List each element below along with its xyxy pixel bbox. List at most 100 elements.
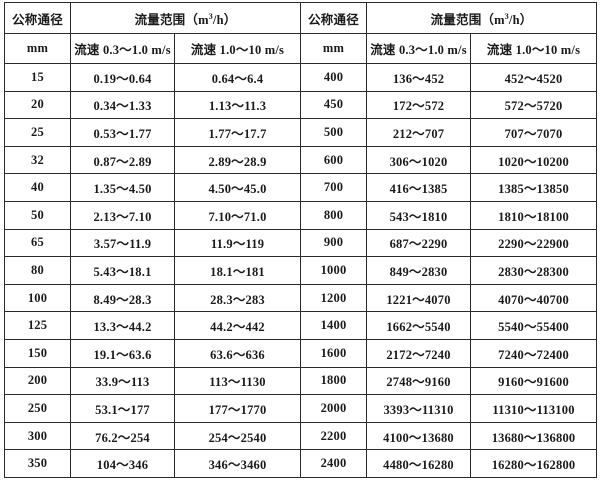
table-row: 200 33.9～113 113～1130 1800 2748～9160 9160～916… bbox=[4, 366, 598, 396]
table-row: 150 19.1～63.6 63.6～636 1600 2172～7240 7240～72… bbox=[4, 338, 598, 368]
cell-flow-high: 4070～40700 bbox=[470, 283, 598, 313]
cell-flow-high: 18.1～181 bbox=[173, 256, 302, 285]
table-header-row-primary: 公称通径 流量范围（m3/h） 公称通径 流量范围（m3/h） bbox=[4, 2, 598, 34]
cell-flow-high: 13680～136800 bbox=[470, 421, 598, 451]
table-header-row-secondary: mm 流速 0.3～1.0 m/s 流速 1.0～10 m/s mm 流速 0.3～1.… bbox=[4, 33, 598, 64]
cell-flow-low: 104～346 bbox=[70, 449, 175, 478]
cell-flow-low: 1662～5540 bbox=[366, 311, 472, 340]
cell-nominal-diameter: 150 bbox=[4, 338, 71, 368]
cell-flow-high: 452～4520 bbox=[470, 63, 598, 92]
table-row: 80 5.43～18.1 18.1～181 1000 849～2830 2830～2830… bbox=[4, 256, 598, 285]
cell-flow-low: 0.19～0.64 bbox=[70, 63, 175, 92]
header-flow-range-right: 流量范围（m3/h） bbox=[366, 2, 598, 34]
cell-flow-high: 2290～22900 bbox=[470, 228, 598, 258]
table-row: 32 0.87～2.89 2.89～28.9 600 306～1020 1020～1020… bbox=[4, 145, 598, 175]
table-row: 125 13.3～44.2 44.2～442 1400 1662～5540 5540～55… bbox=[4, 311, 598, 340]
header-velocity-low-left: 流速 0.3～1.0 m/s bbox=[70, 33, 175, 64]
cell-flow-low: 19.1～63.6 bbox=[70, 338, 175, 368]
cell-nominal-diameter: 900 bbox=[300, 228, 368, 258]
cell-flow-low: 13.3～44.2 bbox=[70, 311, 175, 340]
table-row: 25 0.53～1.77 1.77～17.7 500 212～707 707～7070 bbox=[4, 118, 598, 147]
cell-nominal-diameter: 2000 bbox=[300, 394, 368, 423]
header-flow-range-right-text: 流量范围（m3/h） bbox=[430, 11, 533, 27]
cell-flow-high: 254～2540 bbox=[173, 421, 302, 451]
cell-flow-high: 1385～13850 bbox=[470, 173, 598, 202]
header-flow-range-left-text: 流量范围（m3/h） bbox=[134, 11, 237, 27]
cell-flow-high: 1.77～17.7 bbox=[173, 118, 302, 147]
cell-flow-high: 1020～10200 bbox=[470, 145, 598, 175]
cell-nominal-diameter: 15 bbox=[4, 63, 71, 92]
flow-rate-table: 公称通径 流量范围（m3/h） 公称通径 流量范围（m3/h） mm 流速 0.3～1.0… bbox=[4, 2, 598, 478]
header-velocity-high-left: 流速 1.0～10 m/s bbox=[173, 33, 302, 64]
cell-nominal-diameter: 2200 bbox=[300, 421, 368, 451]
header-flow-range-left: 流量范围（m3/h） bbox=[69, 2, 302, 34]
cubic-superscript: 3 bbox=[208, 11, 213, 21]
header-nominal-diameter-left: 公称通径 bbox=[4, 2, 71, 34]
cell-nominal-diameter: 800 bbox=[300, 200, 368, 230]
cell-flow-low: 8.49～28.3 bbox=[70, 283, 175, 313]
cell-flow-high: 1810～18100 bbox=[470, 200, 598, 230]
cell-flow-high: 16280～162800 bbox=[470, 449, 598, 478]
cell-nominal-diameter: 300 bbox=[4, 421, 71, 451]
cell-nominal-diameter: 50 bbox=[4, 200, 71, 230]
cell-flow-high: 346～3460 bbox=[173, 449, 302, 478]
cell-flow-low: 136～452 bbox=[366, 63, 472, 92]
cell-nominal-diameter: 125 bbox=[4, 311, 71, 340]
cell-nominal-diameter: 1000 bbox=[300, 256, 368, 285]
cell-flow-low: 33.9～113 bbox=[70, 366, 175, 396]
cell-nominal-diameter: 250 bbox=[4, 394, 71, 423]
cell-flow-low: 2.13～7.10 bbox=[70, 200, 175, 230]
cell-flow-high: 9160～91600 bbox=[470, 366, 598, 396]
cell-flow-high: 44.2～442 bbox=[173, 311, 302, 340]
cell-flow-low: 4100～13680 bbox=[366, 421, 472, 451]
cell-flow-low: 0.53～1.77 bbox=[70, 118, 175, 147]
cell-nominal-diameter: 700 bbox=[300, 173, 368, 202]
cell-flow-low: 416～1385 bbox=[366, 173, 472, 202]
cell-nominal-diameter: 20 bbox=[4, 90, 71, 120]
cell-flow-low: 5.43～18.1 bbox=[70, 256, 175, 285]
cubic-superscript: 3 bbox=[504, 11, 509, 21]
cell-nominal-diameter: 32 bbox=[4, 145, 71, 175]
cell-nominal-diameter: 2400 bbox=[300, 449, 368, 478]
cell-flow-high: 707～7070 bbox=[470, 118, 598, 147]
cell-flow-low: 2748～9160 bbox=[366, 366, 472, 396]
cell-flow-low: 849～2830 bbox=[366, 256, 472, 285]
table-row: 65 3.57～11.9 11.9～119 900 687～2290 2290～22900 bbox=[4, 228, 598, 258]
header-nominal-diameter-right: 公称通径 bbox=[300, 2, 368, 34]
cell-flow-low: 543～1810 bbox=[366, 200, 472, 230]
cell-flow-low: 172～572 bbox=[366, 90, 472, 120]
cell-nominal-diameter: 40 bbox=[4, 173, 71, 202]
cell-nominal-diameter: 100 bbox=[4, 283, 71, 313]
cell-flow-low: 3.57～11.9 bbox=[70, 228, 175, 258]
header-velocity-high-right: 流速 1.0～10 m/s bbox=[470, 33, 598, 64]
cell-nominal-diameter: 1400 bbox=[300, 311, 368, 340]
cell-flow-high: 7.10～71.0 bbox=[173, 200, 302, 230]
cell-flow-low: 306～1020 bbox=[366, 145, 472, 175]
cell-nominal-diameter: 500 bbox=[300, 118, 368, 147]
cell-flow-low: 4480～16280 bbox=[366, 449, 472, 478]
header-unit-mm-right: mm bbox=[300, 33, 368, 64]
cell-flow-high: 113～1130 bbox=[173, 366, 302, 396]
cell-flow-high: 177～1770 bbox=[173, 394, 302, 423]
cell-nominal-diameter: 25 bbox=[4, 118, 71, 147]
cell-flow-low: 2172～7240 bbox=[366, 338, 472, 368]
cell-flow-low: 687～2290 bbox=[366, 228, 472, 258]
cell-nominal-diameter: 450 bbox=[300, 90, 368, 120]
cell-flow-high: 11.9～119 bbox=[173, 228, 302, 258]
cell-nominal-diameter: 350 bbox=[4, 449, 71, 478]
table-row: 250 53.1～177 177～1770 2000 3393～11310 11310～1… bbox=[4, 394, 598, 423]
cell-flow-high: 28.3～283 bbox=[173, 283, 302, 313]
cell-nominal-diameter: 1200 bbox=[300, 283, 368, 313]
cell-flow-high: 572～5720 bbox=[470, 90, 598, 120]
cell-flow-low: 3393～11310 bbox=[366, 394, 472, 423]
cell-flow-high: 1.13～11.3 bbox=[173, 90, 302, 120]
cell-flow-high: 2.89～28.9 bbox=[173, 145, 302, 175]
cell-flow-low: 0.87～2.89 bbox=[70, 145, 175, 175]
cell-flow-low: 212～707 bbox=[366, 118, 472, 147]
cell-flow-high: 0.64～6.4 bbox=[173, 63, 302, 92]
table-row: 100 8.49～28.3 28.3～283 1200 1221～4070 4070～40… bbox=[4, 283, 598, 313]
cell-nominal-diameter: 65 bbox=[4, 228, 71, 258]
cell-flow-high: 7240～72400 bbox=[470, 338, 598, 368]
cell-flow-high: 63.6～636 bbox=[173, 338, 302, 368]
